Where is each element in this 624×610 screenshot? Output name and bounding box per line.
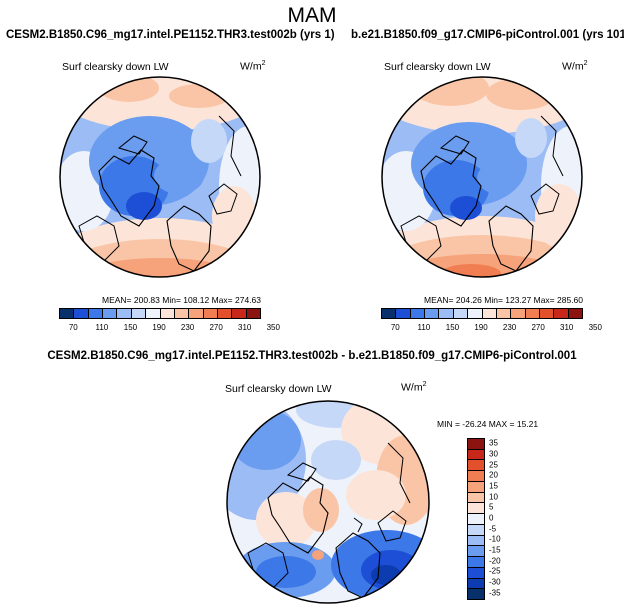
colorbar-swatch bbox=[396, 309, 411, 318]
colorbar-swatch bbox=[468, 567, 484, 579]
colorbar-tick-label: 110 bbox=[417, 323, 431, 332]
colorbar-swatch bbox=[468, 309, 483, 318]
colorbar-tick-label: -25 bbox=[489, 566, 501, 576]
colorbar-tick-label: 15 bbox=[489, 481, 498, 491]
colorbar-tick-label: 230 bbox=[180, 323, 195, 332]
colorbar-tick-label: 20 bbox=[489, 470, 498, 480]
colorbar-tick-label: 190 bbox=[474, 323, 488, 332]
colorbar-swatch bbox=[468, 471, 484, 482]
colorbar-swatch bbox=[468, 557, 484, 568]
colorbar-swatch bbox=[425, 309, 440, 318]
colorbar-swatch bbox=[468, 449, 484, 461]
colorbar-swatch bbox=[117, 309, 132, 318]
panel2-polar-map bbox=[381, 76, 583, 278]
colorbar-tick-label: 310 bbox=[238, 323, 252, 332]
colorbar-tick-label: 150 bbox=[123, 323, 138, 332]
colorbar-tick-label: 5 bbox=[489, 502, 494, 512]
colorbar-tick-label: -35 bbox=[489, 588, 501, 598]
diff-title: CESM2.B1850.C96_mg17.intel.PE1152.THR3.t… bbox=[47, 350, 577, 362]
colorbar-tick-label: 270 bbox=[531, 323, 545, 332]
colorbar-tick-label: -5 bbox=[489, 524, 497, 534]
colorbar-swatch bbox=[232, 309, 247, 318]
colorbar-swatch bbox=[88, 309, 104, 318]
figure-title: MAM bbox=[287, 4, 337, 27]
panel1-field-name: Surf clearsky down LW bbox=[62, 61, 169, 73]
colorbar-tick-label: -30 bbox=[489, 577, 501, 587]
colorbar-swatch bbox=[468, 492, 484, 504]
colorbar-swatch bbox=[246, 309, 261, 318]
colorbar-tick-label: 70 bbox=[390, 323, 400, 332]
colorbar-swatch bbox=[103, 309, 118, 318]
colorbar-swatch bbox=[554, 309, 569, 318]
colorbar-tick-label: 10 bbox=[489, 492, 498, 502]
panel2-stats: MEAN= 204.26 Min= 123.27 Max= 285.60 bbox=[424, 295, 584, 305]
colorbar-swatch bbox=[468, 524, 484, 536]
diff-colorbar bbox=[467, 438, 485, 600]
colorbar-tick-label: 25 bbox=[489, 460, 498, 470]
colorbar-swatch bbox=[439, 309, 454, 318]
colorbar-swatch bbox=[468, 535, 484, 547]
colorbar-tick-label: 35 bbox=[489, 438, 498, 448]
panel2-units: W/m2 bbox=[562, 60, 588, 73]
colorbar-tick-label: 110 bbox=[95, 323, 109, 332]
diff-field-name: Surf clearsky down LW bbox=[225, 383, 332, 395]
colorbar-swatch bbox=[511, 309, 526, 318]
panel2-case-title: b.e21.B1850.f09_g17.CMIP6-piControl.001 … bbox=[351, 29, 624, 41]
colorbar-swatch bbox=[468, 481, 484, 493]
colorbar-tick-label: 0 bbox=[489, 513, 494, 523]
panel2-field-name: Surf clearsky down LW bbox=[384, 61, 491, 73]
colorbar-swatch bbox=[203, 309, 218, 318]
colorbar-tick-label: -15 bbox=[489, 545, 501, 555]
colorbar-swatch bbox=[525, 309, 540, 318]
colorbar-swatch bbox=[189, 309, 204, 318]
colorbar-swatch bbox=[131, 309, 147, 318]
colorbar-tick-label: 310 bbox=[560, 323, 574, 332]
panel1-colorbar-labels: 70 110 150 190 230 270 310 350 bbox=[59, 323, 280, 335]
diff-stats: MIN = -26.24 MAX = 15.21 bbox=[437, 419, 539, 429]
colorbar-tick-label: -20 bbox=[489, 556, 501, 566]
colorbar-tick-label: 190 bbox=[152, 323, 166, 332]
panel1-units: W/m2 bbox=[240, 60, 266, 73]
panel1-stats: MEAN= 200.83 Min= 108.12 Max= 274.63 bbox=[102, 295, 262, 305]
colorbar-swatch bbox=[482, 309, 497, 318]
colorbar-tick-label: 30 bbox=[489, 449, 498, 459]
colorbar-tick-label: -10 bbox=[489, 534, 501, 544]
colorbar-swatch bbox=[468, 503, 484, 515]
colorbar-tick-label: 70 bbox=[68, 323, 78, 332]
colorbar-swatch bbox=[160, 309, 175, 318]
colorbar-tick-label: 350 bbox=[266, 323, 280, 332]
colorbar-swatch bbox=[410, 309, 426, 318]
panel1-polar-map bbox=[59, 76, 261, 278]
colorbar-swatch bbox=[568, 309, 583, 318]
colorbar-swatch bbox=[217, 309, 233, 318]
panel1-colorbar bbox=[59, 308, 261, 319]
colorbar-swatch bbox=[496, 309, 512, 318]
colorbar-swatch bbox=[468, 439, 484, 450]
diff-polar-map bbox=[226, 400, 430, 604]
colorbar-swatch bbox=[468, 589, 484, 600]
colorbar-tick-label: 150 bbox=[445, 323, 460, 332]
diff-units: W/m2 bbox=[401, 381, 427, 394]
colorbar-tick-label: 230 bbox=[502, 323, 517, 332]
colorbar-swatch bbox=[174, 309, 190, 318]
diff-colorbar-labels: 35 30 25 20 15 10 5 0 -5 -10 -15 -20 -25 -30 -35 bbox=[489, 438, 519, 598]
colorbar-swatch bbox=[468, 514, 484, 525]
colorbar-swatch bbox=[468, 578, 484, 590]
colorbar-tick-label: 270 bbox=[209, 323, 223, 332]
colorbar-swatch bbox=[468, 546, 484, 558]
colorbar-tick-label: 350 bbox=[588, 323, 602, 332]
colorbar-swatch bbox=[468, 460, 484, 472]
colorbar-swatch bbox=[146, 309, 161, 318]
colorbar-swatch bbox=[539, 309, 555, 318]
colorbar-swatch bbox=[453, 309, 469, 318]
panel2-colorbar bbox=[381, 308, 583, 319]
panel1-case-title: CESM2.B1850.C96_mg17.intel.PE1152.THR3.t… bbox=[6, 29, 335, 41]
colorbar-swatch bbox=[74, 309, 89, 318]
panel2-colorbar-labels: 70 110 150 190 230 270 310 350 bbox=[381, 323, 602, 335]
colorbar-swatch bbox=[60, 309, 75, 318]
colorbar-swatch bbox=[382, 309, 397, 318]
